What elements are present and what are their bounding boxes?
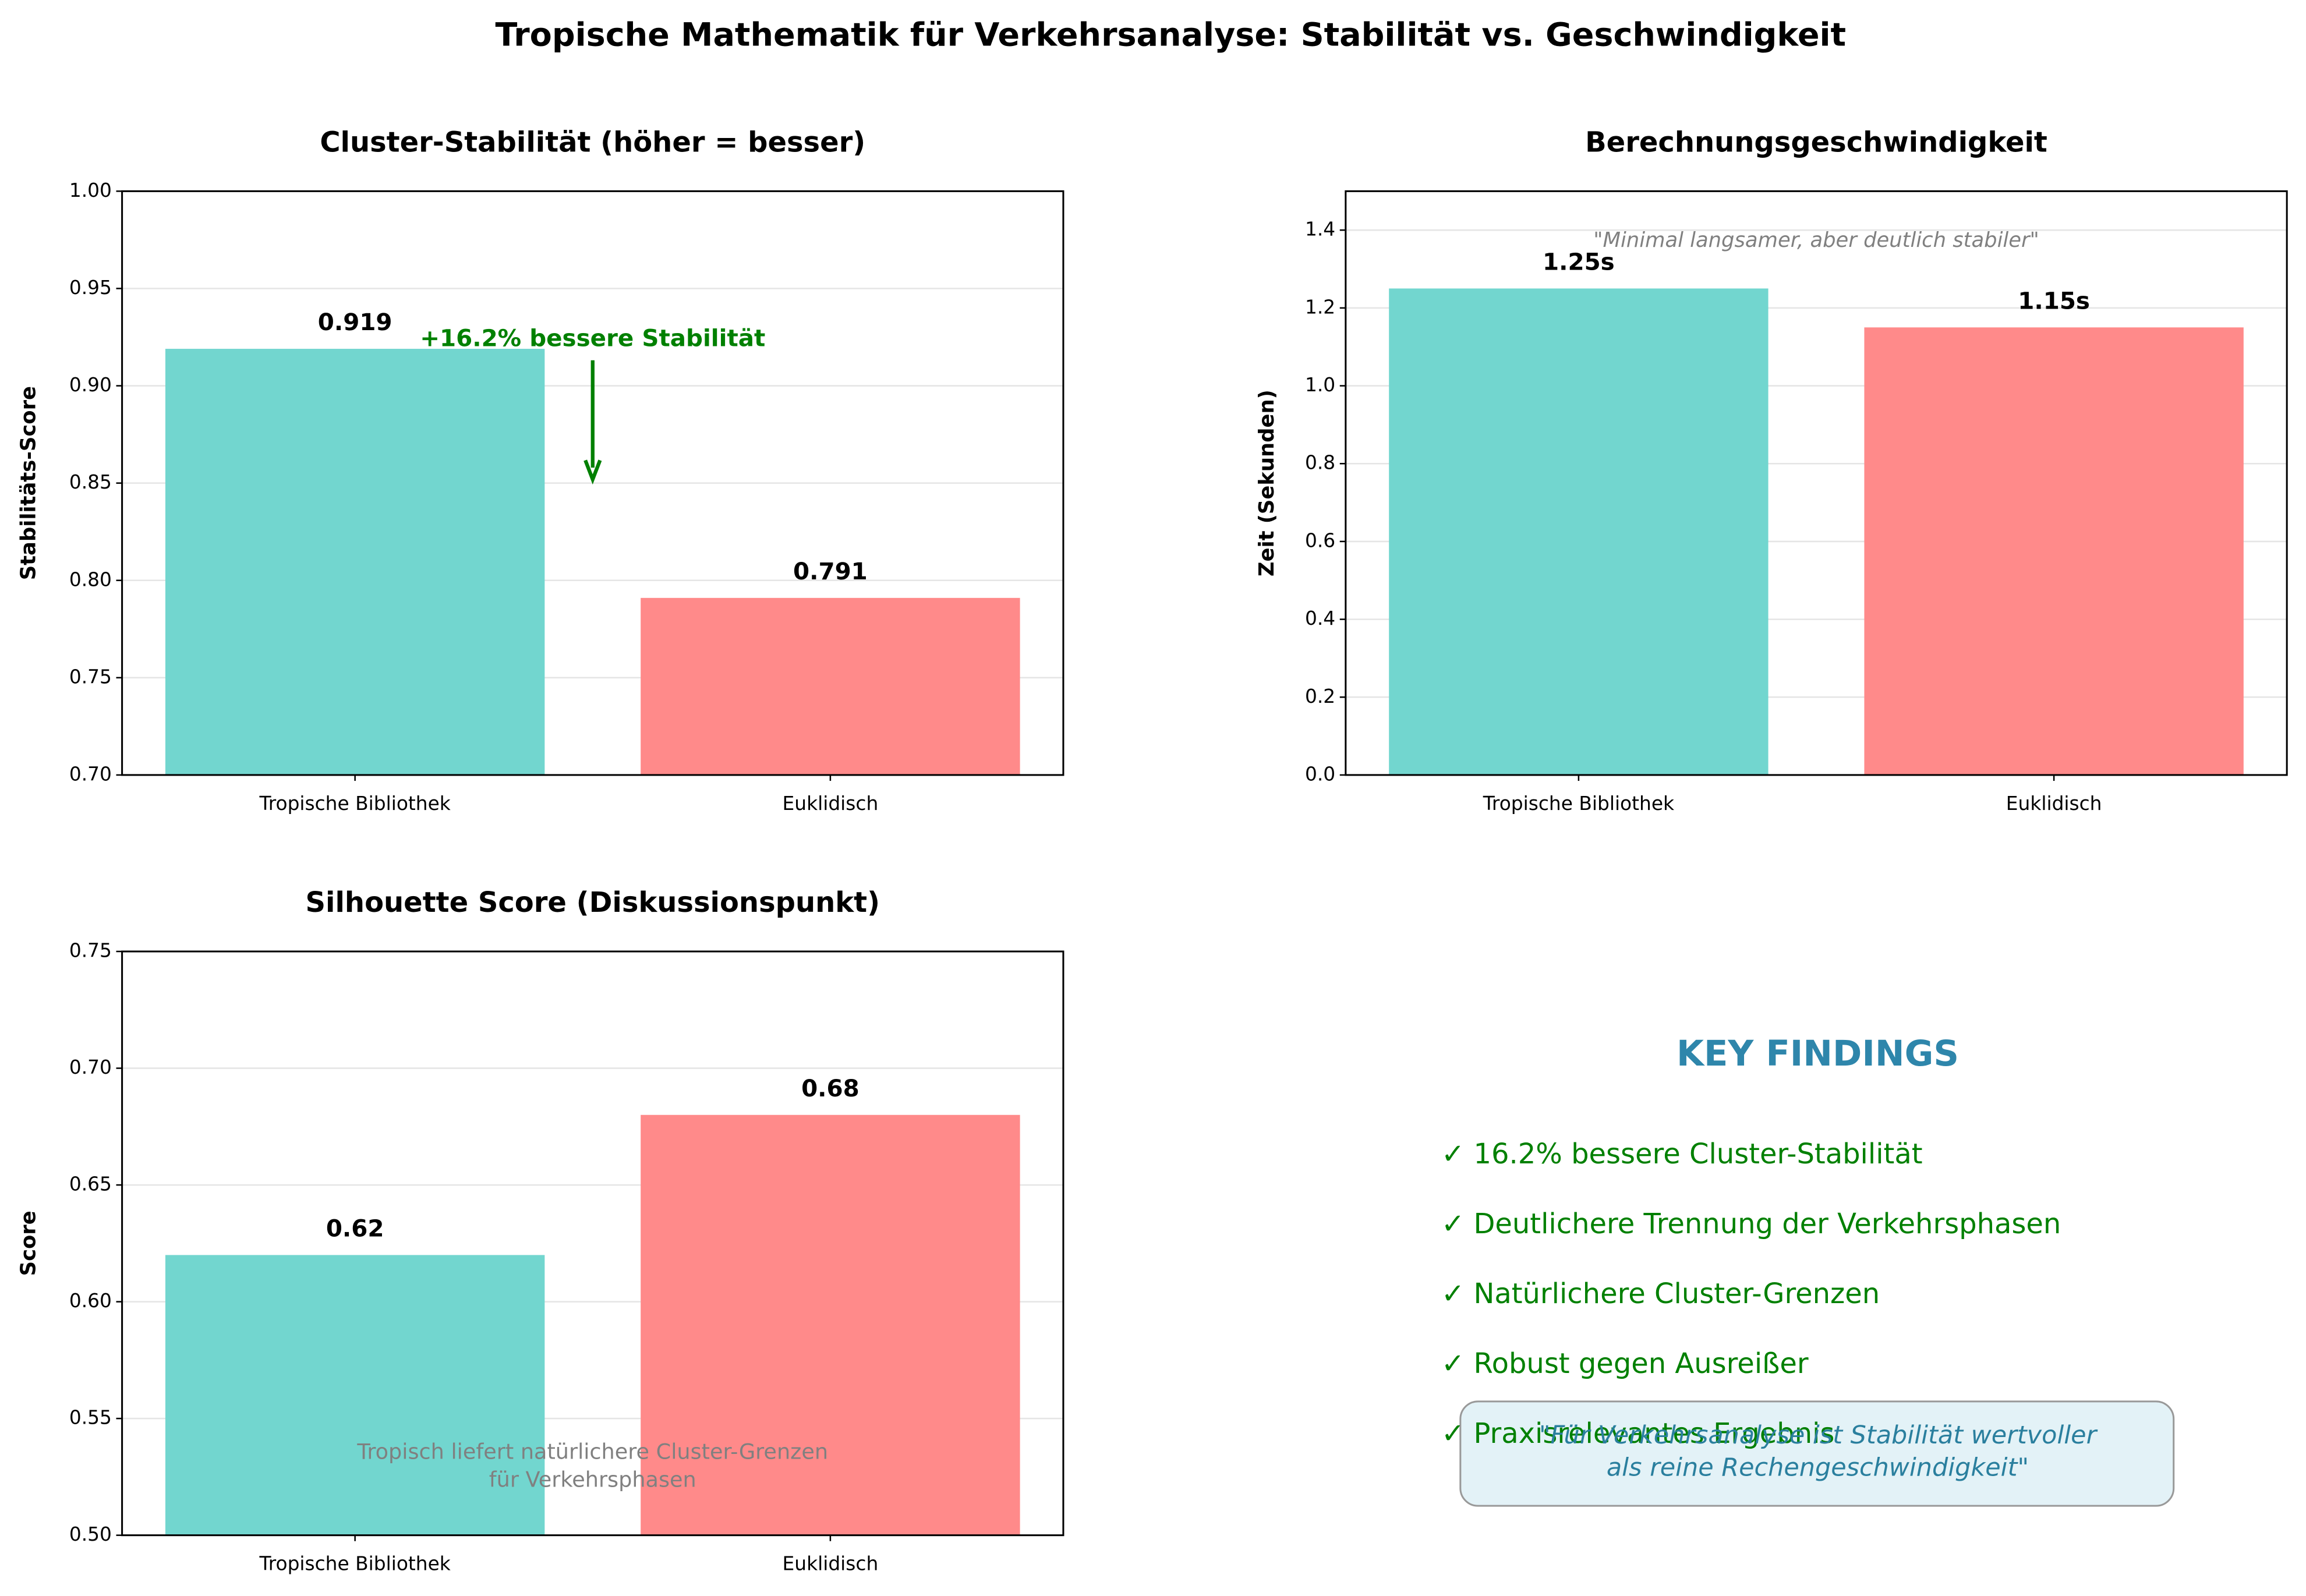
x-tick-label: Euklidisch [783,792,879,815]
y-tick-label: 0.0 [1305,763,1335,785]
bar [165,1255,545,1535]
y-axis-label: Stabilitäts-Score [17,386,41,580]
y-tick-label: 0.6 [1305,529,1335,551]
value-label: 0.62 [326,1214,384,1242]
y-tick-label: 1.00 [69,179,112,201]
value-label: 1.25s [1543,248,1615,276]
quote-line: als reine Rechengeschwindigkeit" [1607,1453,2029,1482]
x-tick-label: Tropische Bibliothek [1483,792,1674,815]
y-tick-label: 0.2 [1305,685,1335,707]
quote-box [1459,1400,2175,1507]
annotation: Tropisch liefert natürlichere Cluster-Gr… [356,1439,828,1464]
figure-title: Tropische Mathematik für Verkehrsanalyse… [495,16,1846,54]
y-tick-label: 0.60 [69,1290,112,1312]
finding-item: ✓ Robust gegen Ausreißer [1441,1347,1809,1380]
y-tick-label: 0.70 [69,1056,112,1078]
y-tick-label: 0.90 [69,374,112,396]
value-label: 0.791 [793,557,868,585]
y-tick-label: 0.55 [69,1407,112,1429]
y-tick-label: 0.65 [69,1173,112,1195]
annotation: für Verkehrsphasen [489,1467,696,1492]
annotation-arrowhead [583,459,602,485]
bar [1864,327,2244,775]
value-label: 0.919 [318,308,392,336]
finding-item: ✓ Deutlichere Trennung der Verkehrsphase… [1441,1208,2061,1240]
annotation: "Minimal langsamer, aber deutlich stabil… [1593,228,2039,252]
y-tick-label: 0.85 [69,471,112,493]
bar [641,597,1020,775]
y-tick-label: 1.0 [1305,374,1335,396]
bar [165,349,545,775]
chart-title: Berechnungsgeschwindigkeit [1585,126,2047,159]
chart-title: Silhouette Score (Diskussionspunkt) [306,886,880,919]
finding-item: ✓ Natürlichere Cluster-Grenzen [1441,1277,1880,1310]
axes-frame [121,950,1064,1537]
axes-frame [121,190,1064,776]
annotation: +16.2% bessere Stabilität [420,324,765,352]
findings-title: KEY FINDINGS [1677,1034,1959,1074]
axes-frame [1345,190,2288,776]
value-label: 0.68 [801,1074,860,1102]
bar [641,1114,1020,1535]
y-axis-label: Zeit (Sekunden) [1255,390,1279,576]
x-tick-label: Euklidisch [2006,792,2102,815]
bar [1389,288,1769,775]
x-tick-label: Euklidisch [783,1553,879,1575]
x-tick-label: Tropische Bibliothek [259,1553,450,1575]
value-label: 1.15s [2018,286,2090,314]
y-tick-label: 1.4 [1305,218,1335,240]
quote-line: "Für Verkehrsanalyse ist Stabilität wert… [1539,1421,2098,1450]
y-axis-label: Score [17,1211,41,1276]
x-tick-label: Tropische Bibliothek [259,792,450,815]
y-tick-label: 0.80 [69,568,112,590]
y-tick-label: 0.70 [69,763,112,785]
y-tick-label: 0.75 [69,940,112,962]
finding-item: ✓ 16.2% bessere Cluster-Stabilität [1441,1138,1923,1170]
y-tick-label: 0.50 [69,1523,112,1545]
finding-item: ✓ Praxisrelevantes Ergebnis [1441,1417,1834,1450]
y-tick-label: 0.95 [69,277,112,299]
y-tick-label: 0.75 [69,666,112,688]
y-tick-label: 0.4 [1305,607,1335,629]
y-tick-label: 0.8 [1305,452,1335,474]
y-tick-label: 1.2 [1305,296,1335,318]
chart-title: Cluster-Stabilität (höher = besser) [320,126,865,159]
